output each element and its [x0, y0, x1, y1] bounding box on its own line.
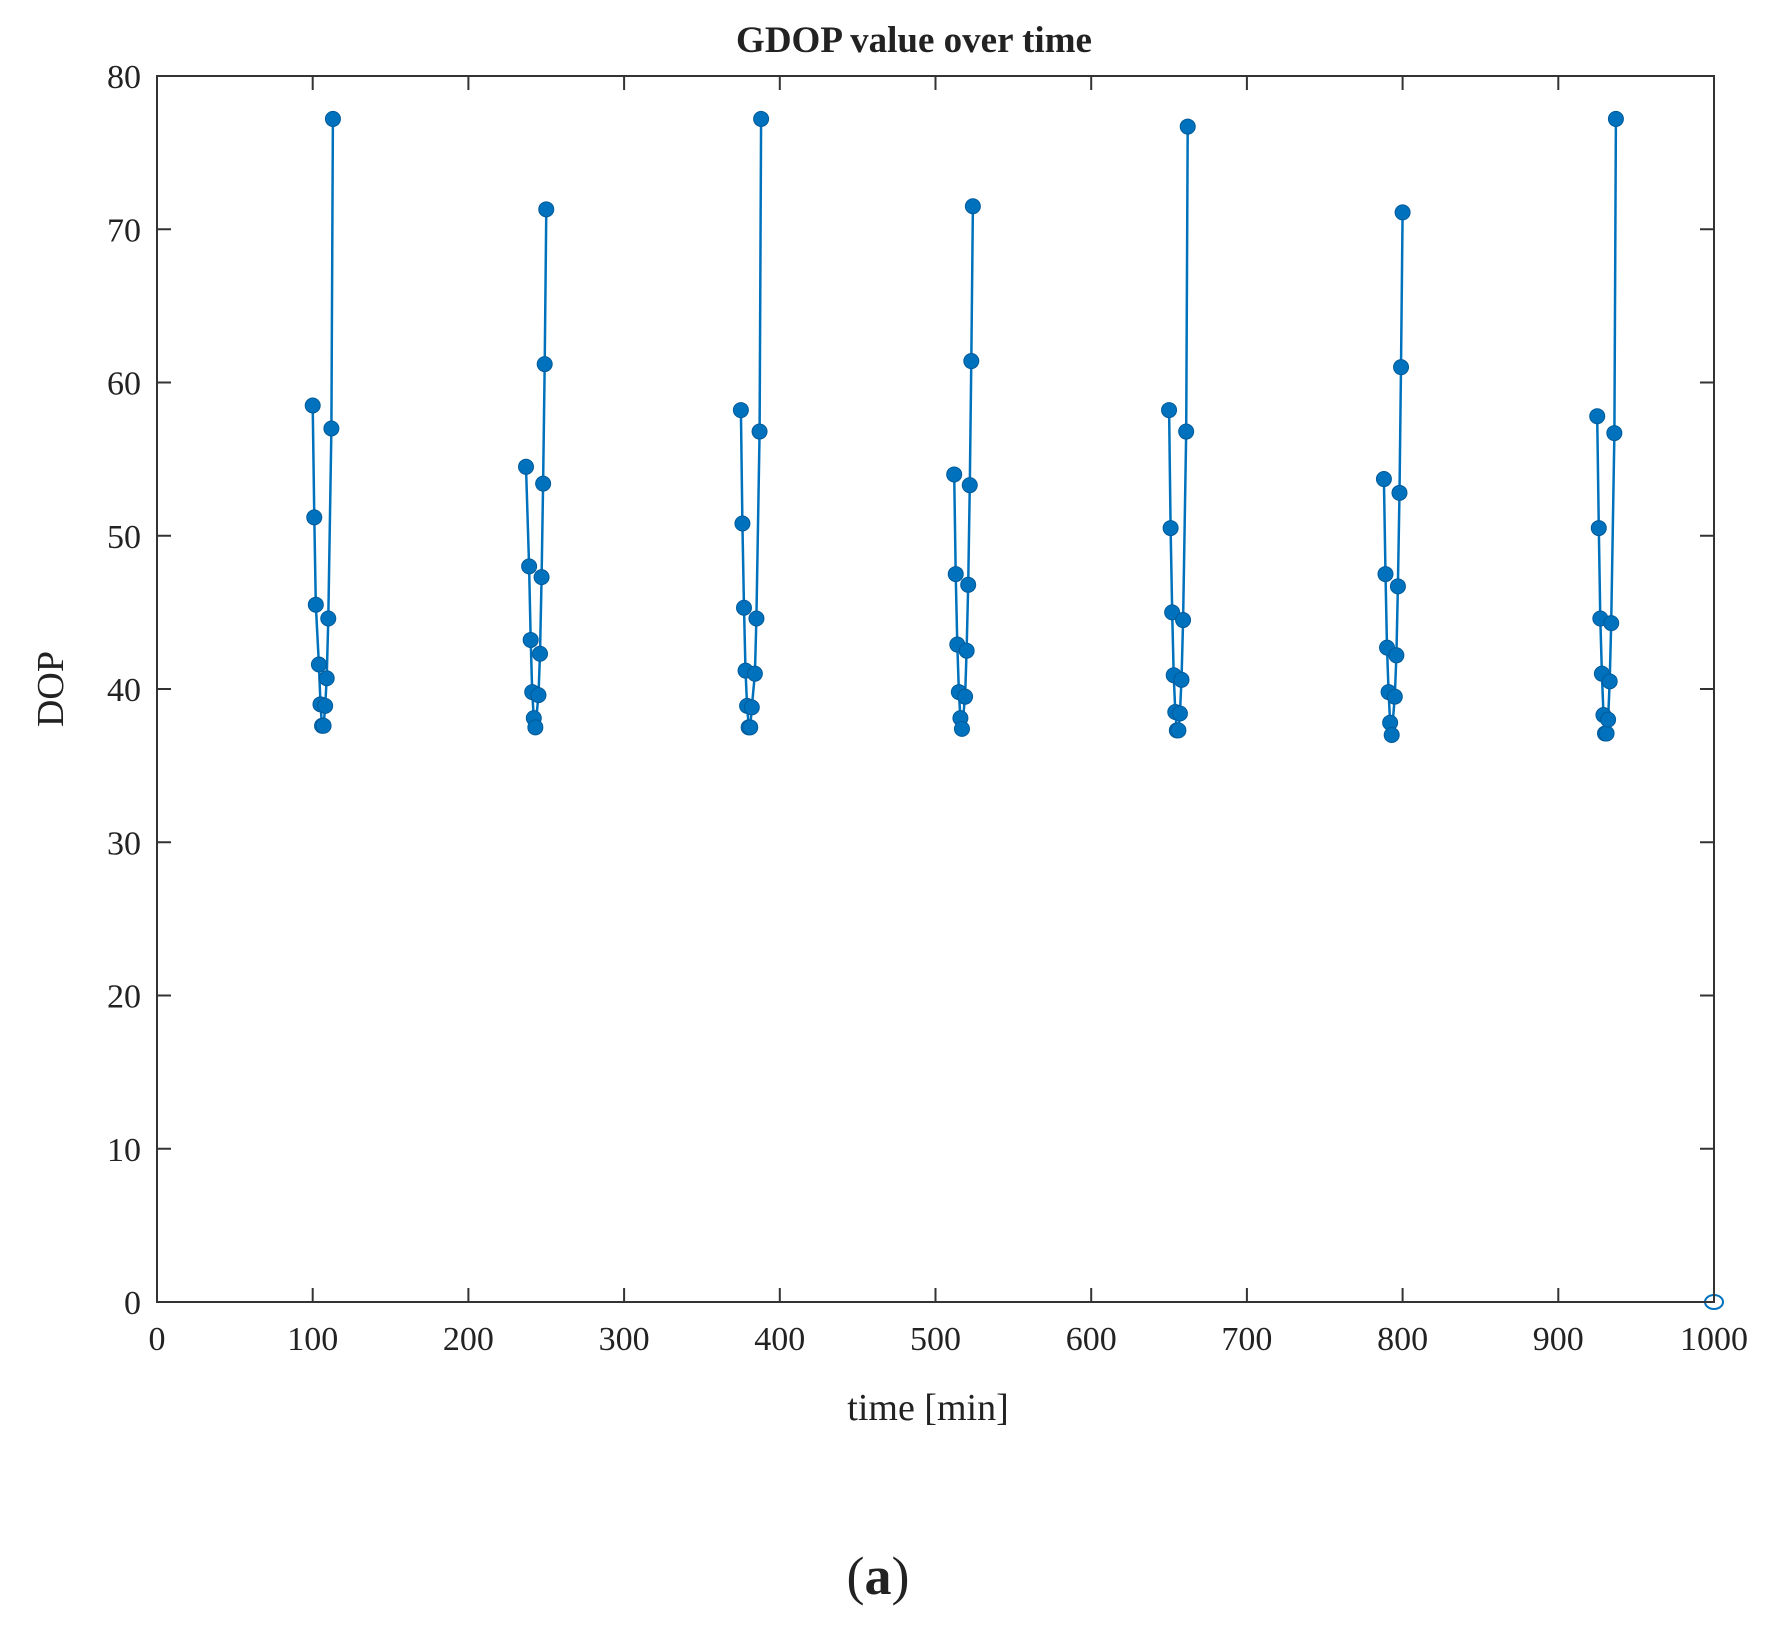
data-point [307, 596, 324, 613]
data-point [306, 509, 323, 526]
x-tick-label: 400 [754, 1321, 805, 1358]
panel-label-open-paren: ( [847, 1546, 865, 1606]
x-tick-label: 900 [1533, 1321, 1584, 1358]
data-point [946, 466, 963, 483]
data-point [1389, 578, 1406, 595]
data-point [735, 599, 752, 616]
data-point [536, 356, 553, 373]
y-axis-label: DOP [30, 651, 72, 727]
x-axis-ticks: 0 100 200 300 400 500 600 700 800 900 1000 [149, 76, 1748, 1358]
data-point [522, 631, 539, 648]
y-axis-ticks: 0 10 20 30 40 50 60 70 80 [107, 59, 1714, 1322]
data-point [1164, 604, 1181, 621]
data-point [1601, 673, 1618, 690]
x-tick-label: 100 [287, 1321, 338, 1358]
x-tick-label: 200 [443, 1321, 494, 1358]
data-point [961, 477, 978, 494]
y-tick-label: 10 [107, 1132, 141, 1169]
data-point [753, 110, 770, 127]
data-point [1178, 423, 1195, 440]
data-point [1383, 726, 1400, 743]
x-tick-label: 1000 [1680, 1321, 1748, 1358]
data-point [315, 717, 332, 734]
data-point [947, 566, 964, 583]
data-point [746, 665, 763, 682]
data-point [1391, 484, 1408, 501]
data-point [963, 353, 980, 370]
y-tick-label: 60 [107, 366, 141, 403]
x-tick-label: 500 [910, 1321, 961, 1358]
data-point [734, 515, 751, 532]
y-tick-label: 30 [107, 825, 141, 862]
data-point [527, 719, 544, 736]
x-tick-label: 300 [599, 1321, 650, 1358]
y-tick-label: 0 [124, 1285, 141, 1322]
data-point [538, 201, 555, 218]
data-point [1386, 688, 1403, 705]
data-point [318, 670, 335, 687]
x-tick-label: 0 [149, 1321, 166, 1358]
data-point [751, 423, 768, 440]
data-point [1590, 520, 1607, 537]
data-point [1162, 520, 1179, 537]
panel-label-close-paren: ) [892, 1546, 910, 1606]
data-point [743, 699, 760, 716]
y-tick-label: 70 [107, 212, 141, 249]
panel-label-letter: a [865, 1546, 892, 1606]
data-point [521, 558, 538, 575]
plot-series [304, 110, 1724, 1310]
y-tick-label: 20 [107, 979, 141, 1016]
panel-label: (a) [847, 1546, 910, 1606]
data-point [960, 576, 977, 593]
data-point [958, 642, 975, 659]
data-point [1607, 110, 1624, 127]
y-tick-label: 40 [107, 672, 141, 709]
data-point [304, 397, 321, 414]
data-point [1603, 615, 1620, 632]
data-point [310, 656, 327, 673]
x-tick-label: 800 [1377, 1321, 1428, 1358]
data-point [1375, 471, 1392, 488]
data-point [953, 720, 970, 737]
data-point [1175, 612, 1192, 629]
data-point [732, 402, 749, 419]
plot-area-frame [156, 75, 1715, 1303]
data-point [518, 458, 535, 475]
data-point [1589, 408, 1606, 425]
data-point [964, 198, 981, 215]
data-point [1171, 705, 1188, 722]
data-point [530, 687, 547, 704]
x-tick-label: 600 [1066, 1321, 1117, 1358]
data-point [532, 645, 549, 662]
data-point [533, 569, 550, 586]
data-point [1600, 711, 1617, 728]
data-point [1377, 566, 1394, 583]
data-point [323, 420, 340, 437]
x-tick-label: 700 [1221, 1321, 1272, 1358]
x-axis-label: time [min] [847, 1387, 1008, 1429]
y-tick-label: 50 [107, 519, 141, 556]
data-point [1173, 671, 1190, 688]
data-point [1393, 359, 1410, 376]
data-point [957, 688, 974, 705]
data-point [1170, 722, 1187, 739]
data-point [1606, 425, 1623, 442]
data-point [317, 697, 334, 714]
data-point [1598, 725, 1615, 742]
data-point [535, 475, 552, 492]
data-point [1388, 647, 1405, 664]
data-point [1394, 204, 1411, 221]
data-point [742, 719, 759, 736]
data-point [320, 610, 337, 627]
data-point [1179, 118, 1196, 135]
chart-title: GDOP value over time [736, 20, 1092, 61]
data-point [324, 110, 341, 127]
y-tick-label: 80 [107, 59, 141, 96]
data-point [748, 610, 765, 627]
data-point [1161, 402, 1178, 419]
